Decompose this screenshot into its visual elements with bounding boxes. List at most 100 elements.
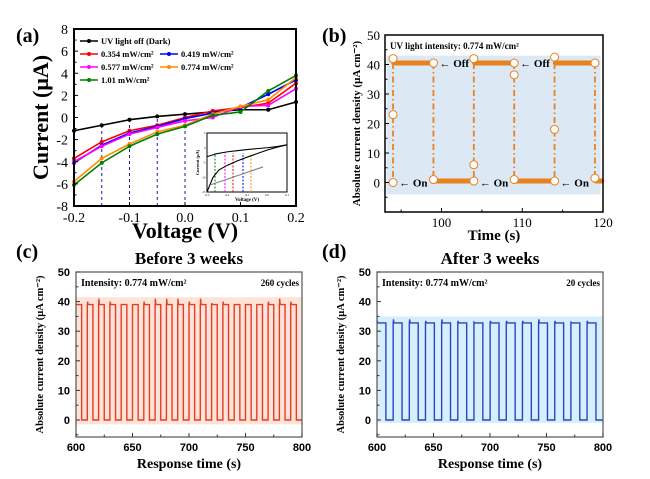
inset-y-label: Current (μA) [195,149,200,175]
data-point [155,125,160,130]
data-point [266,103,271,108]
shade-region [386,55,601,195]
open-marker [428,175,438,185]
x-tick-label: 700 [481,442,499,454]
state-label: ← On [561,178,589,190]
data-point [99,160,104,165]
y-tick-label: 10 [58,385,70,397]
y-tick-label: -2 [56,134,68,149]
panel-label-b: (b) [322,25,346,47]
x-tick-label: 750 [236,442,254,454]
legend-a: UV light off (Dark) 0.354 mW/cm² 0.419 mW/… [80,36,234,85]
data-point [127,117,132,122]
x-tick-label: 650 [123,442,141,454]
y-tick-label: 4 [61,67,68,82]
x-tick-label: 600 [368,442,386,454]
inset-frame [206,132,288,193]
y-tick-label: 0 [365,415,371,427]
inset-curve-dark [206,144,288,158]
y-tick-label: 10 [367,146,380,161]
inset-a: -0.3 -0.2 -0.1 0.0 0.1 5 0 -5 -10 -15 Voltage (V) C… [195,131,289,203]
y-tick-label: 50 [359,267,371,279]
open-marker [590,173,600,183]
intensity-annotation: Intensity: 0.774 mW/cm² [382,278,488,289]
response-trace [376,319,603,421]
x-tick-label: 650 [424,442,442,454]
open-marker [590,58,600,68]
y-tick-label: 30 [58,326,70,338]
legend-label: 0.774 mW/cm² [181,62,234,72]
y-tick-label: -4 [56,156,68,171]
open-marker [469,54,479,64]
open-marker [509,70,519,80]
x-tick-label: 600 [67,442,85,454]
y-tick-label: 20 [367,117,380,132]
y-tick-label: 40 [58,297,70,309]
y-tick-label: 40 [367,58,380,73]
y-tick-label: 30 [367,87,380,102]
x-axis-label-a: Voltage (V) [132,218,238,243]
state-label: ← Off [520,58,550,70]
panel-c: (c) Before 3 weeks 600 650 700 750 800 0 10 20 30 4… [16,241,311,472]
inset-x-tick-label: 0.0 [265,193,269,197]
state-label: ← On [480,178,508,190]
y-tick-label: 10 [359,385,371,397]
cycles-annotation: 260 cycles [261,278,300,288]
panel-title-c: Before 3 weeks [135,249,244,268]
data-point [99,139,104,144]
x-tick-label: 0.1 [232,211,250,226]
y-tick-label: 40 [359,297,371,309]
inset-x-label: Voltage (V) [235,198,259,203]
y-tick-label: 20 [58,356,70,368]
panel-d: (d) After 3 weeks 600 650 700 750 800 0 10 20 30 40… [322,241,612,472]
y-tick-label: 0 [61,112,68,127]
x-axis-label-b: Time (s) [468,228,521,244]
inset-y-tick-label: 0 [204,146,206,150]
inset-x-tick-label: -0.1 [245,193,250,197]
open-marker [550,124,560,134]
data-point [99,123,104,128]
y-tick-label: 8 [61,23,68,38]
panel-label-d: (d) [322,241,346,263]
data-point [99,144,104,149]
legend-marker [87,52,91,56]
x-tick-label: 700 [180,442,198,454]
legend-label: 0.577 mW/cm² [101,62,154,72]
inset-y-tick-label: -15 [202,190,206,194]
inset-curve-fit [210,166,264,186]
data-point [238,104,243,109]
state-label: ← On [399,178,427,190]
x-tick-label: 800 [594,442,612,454]
open-marker [428,58,438,68]
data-point [266,107,271,112]
y-tick-label: 6 [61,45,68,60]
y-tick-label: 0 [64,415,70,427]
data-point [155,114,160,119]
legend-marker [167,65,171,69]
x-axis-label-c: Response time (s) [137,457,242,472]
data-point [99,156,104,161]
legend-marker [87,65,91,69]
y-axis-label-d: Absolute current density (μA cm⁻²) [336,275,347,433]
legend-label: 0.354 mW/cm² [101,49,154,59]
x-tick-label: -0.2 [63,211,85,226]
inset-x-tick-label: -0.2 [225,193,230,197]
open-marker [509,175,519,185]
legend-marker [167,52,171,56]
open-marker [550,52,560,62]
open-marker [469,160,479,170]
y-axis-label-c: Absolute current density (μA cm⁻²) [35,275,46,433]
y-tick-label: 0 [374,176,381,191]
x-tick-label: 0.0 [176,211,194,226]
data-point [127,132,132,137]
data-point [266,97,271,102]
y-tick-label: -6 [56,178,68,193]
x-tick-label: 750 [537,442,555,454]
inset-x-tick-label: 0.1 [285,193,289,197]
inset-y-tick-label: 5 [204,131,206,135]
open-marker [509,58,519,68]
legend-marker [87,78,91,82]
data-point [266,88,271,93]
legend-marker [87,39,91,43]
x-axis-label-d: Response time (s) [438,457,543,472]
